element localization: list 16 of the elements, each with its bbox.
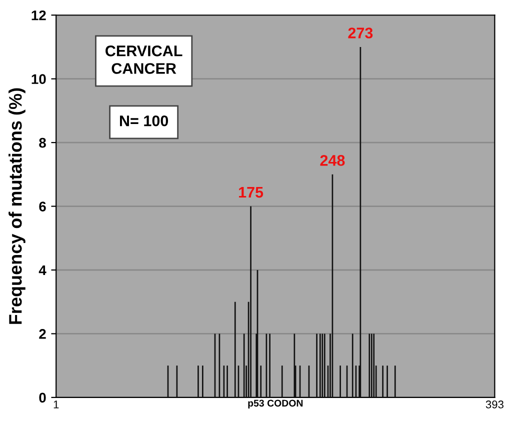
annotation: 273 [348,28,373,38]
y-tick-label: 0 [39,392,46,403]
annotation: 175 [239,187,264,198]
y-tick-label: 6 [39,202,46,212]
annotation: CERVICAL CANCER [106,46,182,74]
x-tick-label: 393 [486,400,504,408]
y-tick-label: 10 [32,74,46,84]
x-tick-label: 1 [54,400,59,408]
y-tick-label: 4 [38,265,46,276]
y-axis-title: Frequency of mutations (%) [8,88,26,324]
y-tick-label: 12 [32,10,46,20]
annotation: N= 100 [120,115,168,126]
annotation: 248 [320,155,345,166]
x-axis-title: p53 CODON [248,400,303,409]
y-tick-label: 8 [39,138,46,148]
y-tick-label: 2 [39,329,46,339]
